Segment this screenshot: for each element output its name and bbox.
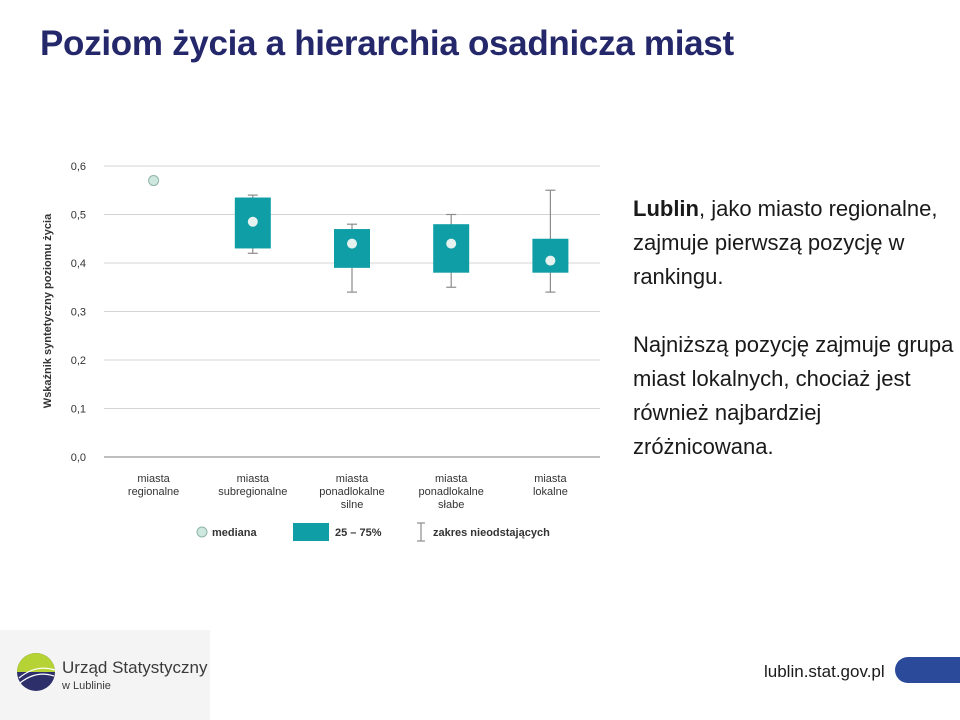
y-tick-label: 0,1 [71, 404, 86, 416]
median-point [446, 238, 457, 249]
y-tick-label: 0,6 [71, 161, 86, 173]
x-category-label: miasta [237, 473, 270, 485]
legend-box-icon [293, 523, 329, 541]
y-tick-label: 0,0 [71, 452, 86, 464]
x-category-label: słabe [438, 499, 464, 511]
median-point [247, 216, 258, 227]
y-tick-label: 0,5 [71, 210, 86, 222]
paragraph-lublin-rest: , jako miasto regionalne, zajmuje pierws… [633, 196, 938, 289]
x-category-label: subregionalne [218, 486, 287, 498]
x-category-label: regionalne [128, 486, 179, 498]
website-link[interactable]: lublin.stat.gov.pl [764, 662, 885, 681]
median-point [545, 255, 556, 266]
legend-box-label: 25 – 75% [335, 527, 382, 539]
legend-median-label: mediana [212, 527, 258, 539]
lublin-bold: Lublin [633, 196, 699, 221]
logo [0, 630, 210, 720]
paragraph-lublin: Lublin, jako miasto regionalne, zajmuje … [633, 192, 958, 294]
legend-median-icon [196, 526, 208, 538]
footer-accent-bar [895, 657, 960, 683]
y-tick-label: 0,3 [71, 307, 86, 319]
x-category-label: ponadlokalne [319, 486, 384, 498]
logo-text-line2: w Lublinie [62, 680, 111, 692]
x-category-label: miasta [435, 473, 468, 485]
x-category-label: lokalne [533, 486, 568, 498]
x-category-label: silne [341, 499, 364, 511]
y-tick-label: 0,4 [71, 258, 86, 270]
median-point [347, 238, 357, 249]
y-tick-label: 0,2 [71, 355, 86, 367]
y-axis-label: Wskaźnik syntetyczny poziomu życia [42, 213, 54, 408]
x-category-label: miasta [137, 473, 170, 485]
text-panel: Lublin, jako miasto regionalne, zajmuje … [633, 192, 958, 498]
logo-text-line1: Urząd Statystyczny [62, 658, 208, 677]
x-category-label: ponadlokalne [418, 486, 483, 498]
median-point [148, 175, 160, 187]
boxplot-chart: 0,0 0,1 0,2 0,3 0,4 0,5 0,6 Wskaźnik syntetyczn… [42, 161, 600, 542]
page-title: Poziom życia a hierarchia osadnicza mias… [40, 24, 734, 63]
x-category-label: miasta [534, 473, 567, 485]
paragraph-lowest: Najniższą pozycję zajmuje grupa miast lo… [633, 332, 954, 459]
legend-whisker-label: zakres nieodstających [433, 527, 550, 539]
x-category-label: miasta [336, 473, 369, 485]
